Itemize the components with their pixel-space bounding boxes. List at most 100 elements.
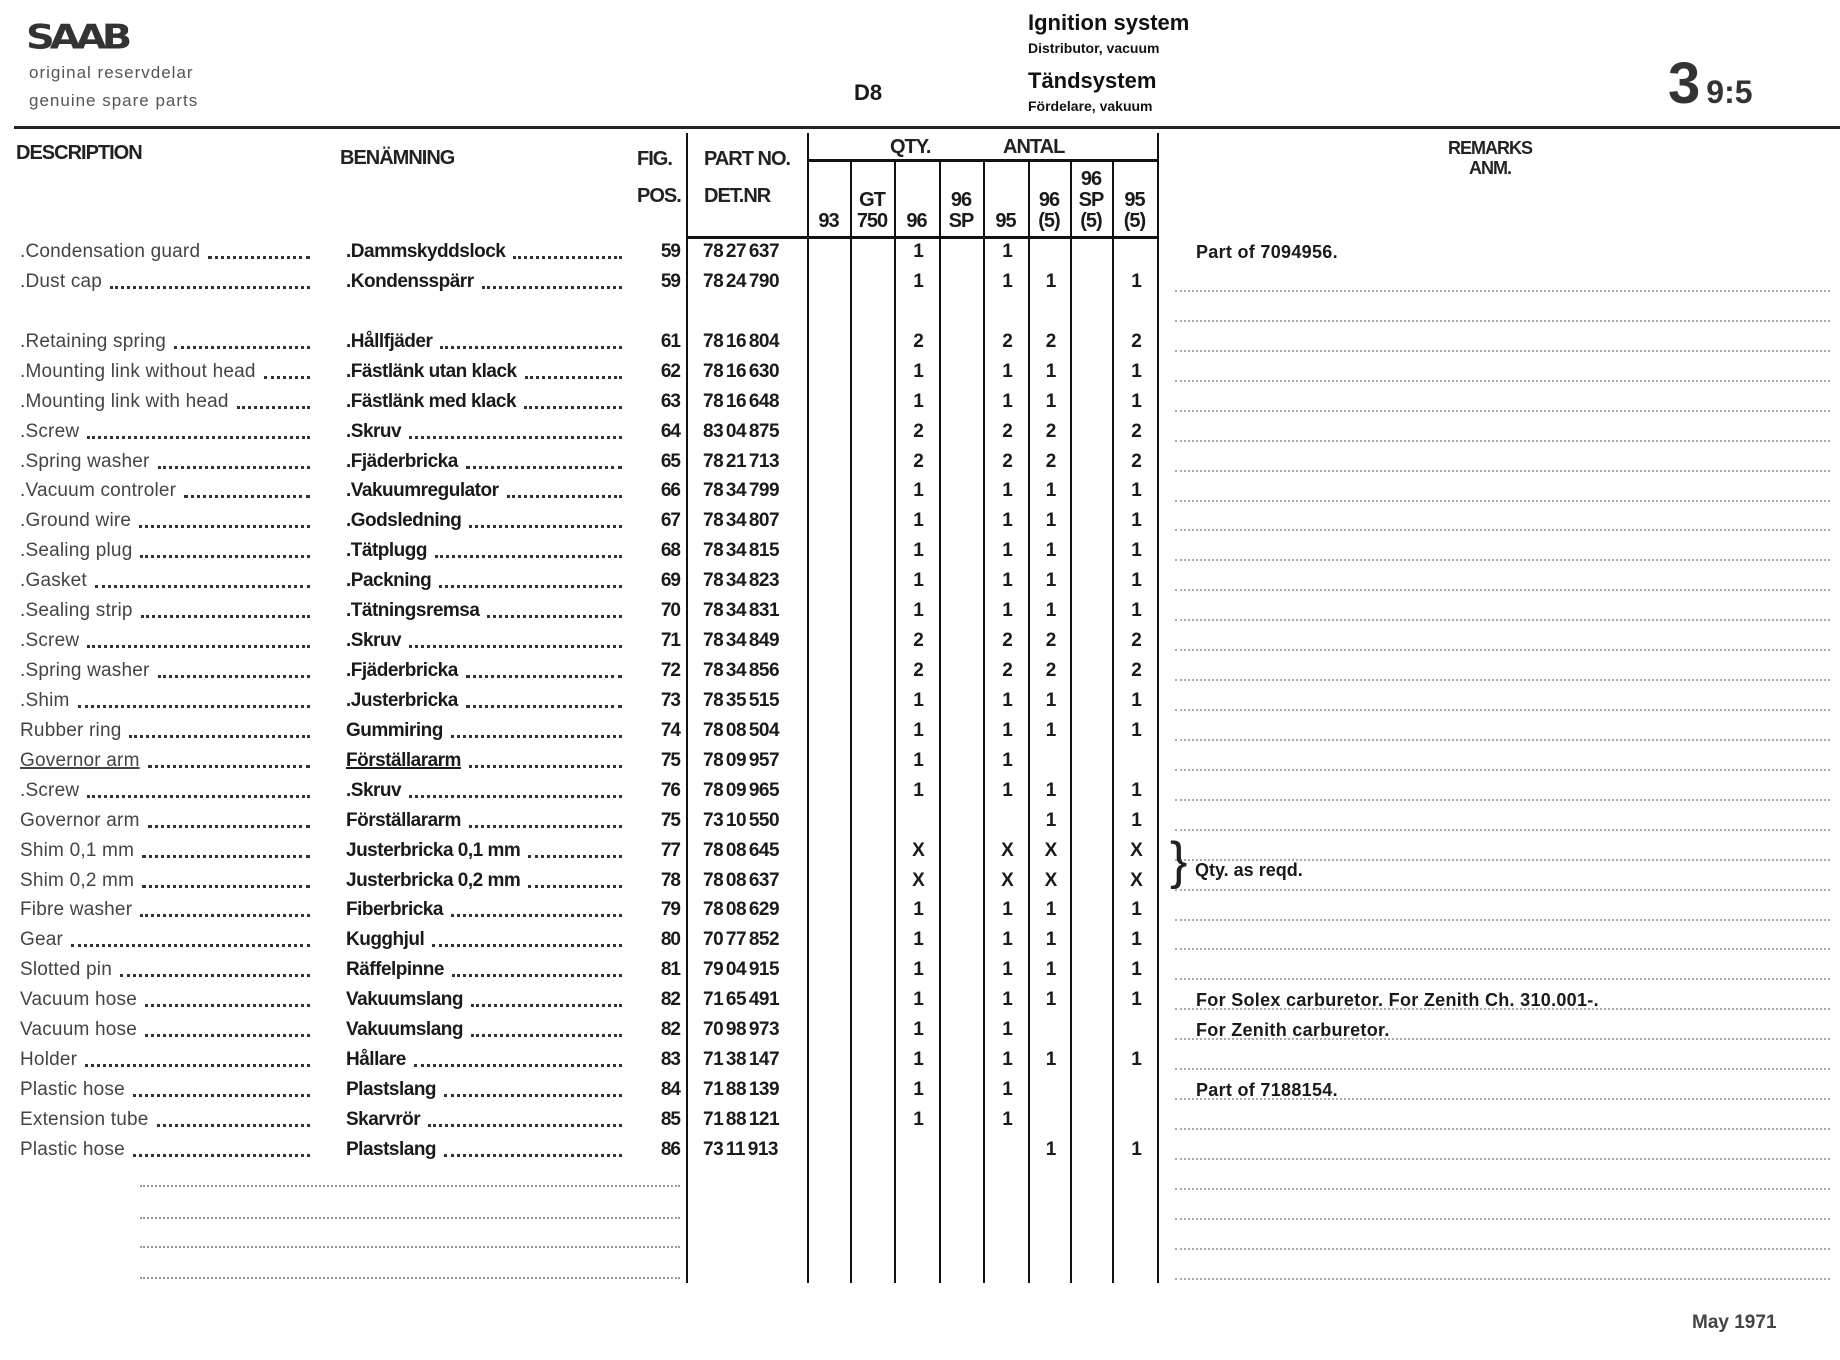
quantity-cell: 1 [1131,510,1142,532]
dot-leader [142,866,310,888]
benamning-cell: Plastslang [346,1135,622,1165]
table-row: Holder Hållare 83 71 38 147 1 1 1 1 [0,1045,1840,1075]
quantity-cell: 1 [1131,540,1142,562]
quantity-cell: 1 [1131,1049,1142,1071]
description-cell: Plastic hose [20,1075,310,1105]
part-number: 71 38 147 [703,1049,780,1071]
quantity-cell: 1 [1002,570,1013,592]
fig-pos: 76 [660,779,681,801]
fig-pos: 66 [660,480,681,502]
dot-leader [144,985,310,1008]
quantity-cell: 1 [1002,719,1013,741]
column-divider [894,161,896,1283]
quantity-cell: X [912,839,925,861]
quantity-cell: 1 [1002,1108,1013,1130]
table-row: Vacuum hose Vakuumslang 82 70 98 973 1 1 For Z… [0,1015,1840,1045]
description-text: Governor arm [20,809,140,831]
dot-leader [428,1105,622,1127]
column-divider [1028,161,1030,1283]
remarks-ruled-line [1175,1157,1830,1160]
benamning-text: .Packning [346,570,432,592]
fig-pos: 79 [660,899,681,921]
benamning-text: Fiberbricka [346,899,443,921]
quantity-cell: 1 [1002,779,1013,801]
part-number: 78 34 799 [703,480,780,502]
dot-leader [440,327,622,349]
fig-pos: 59 [660,270,681,292]
quantity-cell: 1 [913,989,924,1011]
remarks-ruled-line [1175,349,1830,352]
description-text: .Screw [20,779,80,801]
part-number: 78 08 637 [703,869,780,891]
quantity-cell: 1 [1002,600,1013,622]
part-number: 78 09 957 [703,749,780,771]
benamning-text: .Fjäderbricka [346,450,458,472]
column-divider [939,161,941,1283]
benamning-text: .Tätningsremsa [346,600,480,622]
description-text: Gear [20,929,64,951]
benamning-cell: Plastslang [346,1075,622,1105]
quantity-cell: 1 [1131,689,1142,711]
remarks-ruled-line [1175,1217,1830,1220]
remark: Part of 7094956. [1196,242,1338,262]
quantity-cell: 1 [913,749,924,771]
quantity-cell: 2 [1131,450,1142,472]
part-number: 78 08 645 [703,839,780,861]
benamning-cell: .Kondensspärr [346,267,622,297]
benamning-text: .Skruv [346,420,402,442]
part-number: 78 16 648 [703,390,780,412]
description-cell: .Sealing plug [20,536,310,566]
part-number: 73 10 550 [703,809,780,831]
dot-leader [144,1015,310,1038]
description-cell: Holder [20,1045,310,1075]
part-number: 78 35 515 [703,689,780,711]
dot-leader [413,1045,622,1068]
quantity-cell: 1 [1045,360,1057,382]
quantity-cell: 1 [1002,241,1013,262]
benamning-text: Justerbricka 0,1 mm [346,839,521,861]
benamning-cell: Hållare [346,1045,622,1075]
fig-pos: 68 [660,540,681,562]
remarks-ruled-line [1175,409,1830,412]
part-number: 78 34 831 [703,600,780,622]
column-divider [983,161,985,1283]
quantity-cell: 2 [1131,660,1142,682]
remarks-ruled-line [1175,439,1830,442]
description-text: Holder [20,1049,78,1071]
description-cell: Plastic hose [20,1135,310,1165]
title-english: Ignition system [1028,10,1190,35]
dot-leader [120,955,310,978]
benamning-text: Räffelpinne [346,959,444,981]
document-code: D8 [854,80,883,105]
description-text: Fibre washer [20,899,133,921]
quantity-cell: 1 [913,241,924,262]
benamning-text: Hållare [346,1049,406,1071]
description-text: .Screw [20,630,80,652]
description-text: .Screw [20,420,80,442]
quantity-cell: 1 [1002,989,1013,1011]
column-divider [850,161,852,1283]
dot-leader [142,836,310,858]
dot-leader [444,1075,622,1098]
fig-pos: 61 [660,330,681,352]
table-row: .Sealing strip .Tätningsremsa 70 78 34 831 1… [0,596,1840,626]
fig-pos: 75 [660,749,681,771]
saab-logo: SAAB [26,18,132,58]
dot-leader [236,387,310,409]
benamning-text: Förställararm [346,809,461,831]
benamning-cell: Förställararm [346,806,622,836]
fig-pos: 81 [660,959,681,981]
dot-leader [468,746,622,768]
quantity-cell: 1 [1131,480,1142,502]
remark: Part of 7188154. [1196,1080,1338,1101]
model-column-header: 96 (5) [1038,189,1060,232]
quantity-cell: 1 [1002,1019,1013,1041]
table-row: .Screw .Skruv 64 83 04 875 2 2 2 2 [0,417,1840,447]
table-row: Rubber ring Gummiring 74 78 08 504 1 1 1 1 [0,716,1840,746]
quantity-cell: 1 [1045,480,1057,502]
description-text: Shim 0,1 mm [20,839,135,861]
dot-leader [528,836,622,858]
benamning-text: Plastslang [346,1138,437,1160]
dot-leader [444,1135,622,1157]
description-text: Governor arm [20,749,140,771]
